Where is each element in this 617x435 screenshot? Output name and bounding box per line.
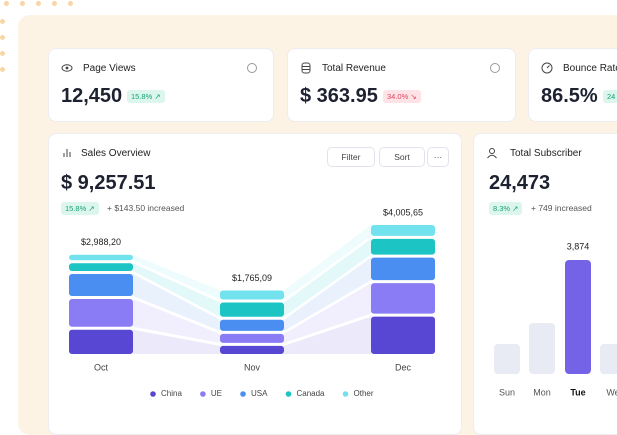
more-button[interactable]: ··· [427,147,449,167]
button-label: ··· [433,152,443,162]
bar [494,343,520,374]
flow-band [133,263,220,317]
bounce-card: Bounce Rate 86.5% 24 [528,48,617,122]
x-tick-label: Oct [94,362,109,372]
decor-dot [0,67,5,72]
total-label: $2,988,20 [81,237,121,247]
decor-dot [36,1,41,6]
chart-title: Total Subscriber [510,148,582,159]
x-tick-label: Sun [499,387,515,397]
x-tick-label: Nov [244,362,261,372]
legend-label: UE [211,389,222,398]
legend-dot [200,391,206,397]
decor-dot [20,1,25,6]
page-views-card: Page Views 12,450 15.8% ↗ [48,48,274,122]
bar-segment [220,302,284,317]
bar-segment [69,299,133,327]
card-value: 86.5% [541,85,598,107]
button-label: Filter [341,152,361,162]
flow-band [133,299,220,343]
button-label: Sort [394,152,410,162]
legend-label: Canada [296,389,325,398]
bar-segment [220,345,284,354]
chart-total: $ 9,257.51 [61,172,156,194]
bar-segment [371,257,435,281]
bar-segment [69,254,133,261]
sort-button[interactable]: Sort [379,147,425,167]
card-title: Total Revenue [322,63,386,74]
decor-dot [68,1,73,6]
bar-segment [371,238,435,255]
total-label: $1,765,09 [232,273,272,283]
badge: 34.0% ↘ [383,90,421,103]
x-tick-label: Dec [395,362,412,372]
total-label: $4,005,65 [383,207,423,217]
bar-segment [371,283,435,314]
subscriber-card: Total Subscriber 24,473 8.3% ↗ + 749 inc… [473,133,617,435]
flow-band [284,225,371,300]
decor-dot [0,35,5,40]
chart-total: 24,473 [489,172,551,194]
legend-dot [150,391,156,397]
bar-segment [69,263,133,271]
info-icon [490,63,500,73]
decor-dot [0,51,5,56]
badge: 15.8% ↗ [61,202,99,215]
flow-band [133,273,220,331]
flow-band [133,254,220,300]
value-label: 3,874 [567,241,590,251]
decor-dot [52,1,57,6]
chart-title: Sales Overview [81,148,151,159]
x-tick-label: Tue [570,387,585,397]
x-tick-label: We [606,387,617,397]
decor-dot [0,19,5,24]
flow-band [133,329,220,354]
card-value: $ 363.95 [300,85,378,107]
chart-overlay: $2,988,20 Oct $1,765,09 Nov $4,005,65 Dec Chin… [69,207,617,398]
revenue-card: Total Revenue $ 363.95 34.0% ↘ [287,48,516,122]
legend-label: Other [354,389,374,398]
bar-segment [371,316,435,354]
bar-segment [69,273,133,297]
legend-dot [285,391,292,397]
db-icon [301,62,311,74]
legend-dot [240,391,246,397]
info-icon [247,63,257,73]
decor-dot [4,1,9,6]
eye-icon [61,64,73,72]
card-title: Page Views [83,63,136,74]
flow-band [284,238,371,317]
badge: 15.8% ↗ [127,90,165,103]
legend-label: China [161,389,182,398]
card-title: Bounce Rate [563,63,617,74]
legend-label: USA [251,389,268,398]
bar [600,343,617,374]
gauge-icon [541,62,553,74]
flow-band [284,257,371,331]
chart-icon [63,149,71,157]
legend-dot [342,391,349,397]
bar-segment [220,333,284,343]
card-value: 12,450 [61,85,123,107]
filter-button[interactable]: Filter [327,147,375,167]
bar-segment [220,319,284,331]
bar [565,260,591,374]
flow-band [284,316,371,354]
user-icon [487,148,497,159]
bar-segment [69,329,133,354]
bar [529,322,555,374]
badge: 8.3% ↗ [489,202,523,215]
bar-segment [371,225,435,236]
x-tick-label: Mon [533,387,551,397]
change-text: + $143.50 increased [107,203,185,213]
change-text: + 749 increased [531,203,592,213]
flow-band [284,283,371,343]
badge: 24 [603,90,617,103]
bar-segment [220,290,284,300]
